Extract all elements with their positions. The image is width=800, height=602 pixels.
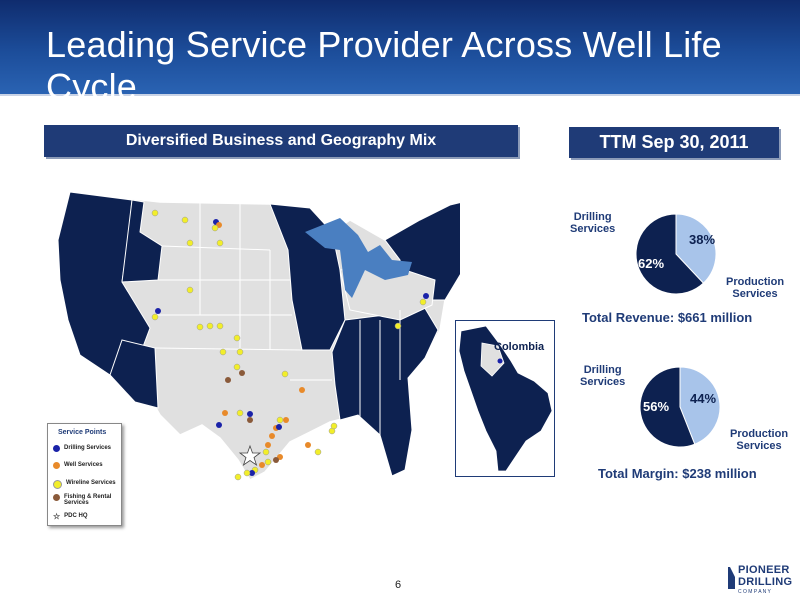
legend-item-fishing: Fishing & Rental Services bbox=[53, 494, 117, 506]
great-lakes bbox=[305, 218, 412, 298]
drilling-dot bbox=[423, 293, 429, 299]
star-icon: ☆ bbox=[53, 512, 61, 521]
wireline-dot bbox=[186, 286, 194, 294]
pie-slice-drilling-services bbox=[639, 366, 696, 448]
wireline-dot bbox=[206, 322, 214, 330]
pie-slice-production-services bbox=[679, 366, 721, 445]
company-logo: PIONEER DRILLING C O M P A N Y bbox=[728, 563, 796, 597]
wireline-dot bbox=[186, 239, 194, 247]
wireline-dot bbox=[216, 239, 224, 247]
drilling-dot bbox=[497, 358, 503, 364]
revenue-drilling-pct: 62% bbox=[638, 256, 665, 271]
wireline-dot bbox=[419, 298, 427, 306]
service-points bbox=[151, 209, 429, 481]
margin-drilling-label: Drilling Services bbox=[580, 364, 626, 388]
page-number: 6 bbox=[395, 579, 402, 591]
wireline-dot bbox=[394, 322, 402, 330]
fishing-dot bbox=[225, 377, 231, 383]
wireline-dot bbox=[281, 370, 289, 378]
wireline-dot-icon bbox=[53, 480, 62, 489]
business-mix-banner: Diversified Business and Geography Mix bbox=[44, 125, 518, 157]
pie-slice-drilling-services bbox=[635, 213, 705, 295]
revenue-pie-chart bbox=[635, 213, 717, 295]
margin-production-pct: 44% bbox=[690, 391, 717, 406]
wireline-dot bbox=[196, 323, 204, 331]
well-dot bbox=[299, 387, 305, 393]
drilling-dot bbox=[155, 308, 161, 314]
southeast-states bbox=[331, 299, 439, 477]
well-dot-icon bbox=[53, 462, 60, 469]
revenue-production-pct: 38% bbox=[689, 232, 716, 247]
drilling-dot bbox=[247, 411, 253, 417]
fishing-dot bbox=[247, 417, 253, 423]
total-revenue-label: Total Revenue: $661 million bbox=[582, 310, 753, 325]
wireline-dot bbox=[236, 409, 244, 417]
wireline-dot bbox=[151, 313, 159, 321]
wireline-dot bbox=[243, 469, 251, 477]
wireline-dot bbox=[181, 216, 189, 224]
well-dot bbox=[222, 410, 228, 416]
wireline-dot bbox=[233, 334, 241, 342]
wireline-dot bbox=[216, 322, 224, 330]
revenue-production-label: Production Services bbox=[726, 276, 785, 300]
title-bar: Leading Service Provider Across Well Lif… bbox=[0, 0, 800, 107]
map-legend: Service Points Drilling Services Well Se… bbox=[47, 423, 122, 526]
legend-item-drilling: Drilling Services bbox=[53, 445, 111, 452]
wireline-dot bbox=[233, 363, 241, 371]
fishing-dot bbox=[239, 370, 245, 376]
wireline-dot bbox=[236, 348, 244, 356]
wireline-dot bbox=[262, 448, 270, 456]
well-dot bbox=[265, 442, 271, 448]
legend-title: Service Points bbox=[58, 429, 107, 436]
fishing-dot bbox=[273, 457, 279, 463]
drilling-dot bbox=[276, 424, 282, 430]
southwest-states bbox=[109, 339, 159, 409]
drilling-dot-icon bbox=[53, 445, 60, 452]
well-dot bbox=[259, 462, 265, 468]
legend-item-hq: ☆ PDC HQ bbox=[53, 512, 88, 521]
total-margin-label: Total Margin: $238 million bbox=[598, 466, 757, 481]
pie-slice-production-services bbox=[675, 213, 717, 284]
drilling-dot bbox=[249, 470, 255, 476]
ttm-banner: TTM Sep 30, 2011 bbox=[569, 127, 779, 158]
wireline-dot bbox=[234, 473, 242, 481]
page-title: Leading Service Provider Across Well Lif… bbox=[46, 24, 722, 107]
colombia-inset: Colombia bbox=[455, 320, 555, 477]
hq-star-icon bbox=[238, 444, 262, 467]
drilling-dot bbox=[216, 422, 222, 428]
margin-pie-chart bbox=[639, 366, 721, 448]
margin-drilling-pct: 56% bbox=[643, 399, 670, 414]
wireline-dot bbox=[314, 448, 322, 456]
well-dot bbox=[269, 433, 275, 439]
legend-item-well: Well Services bbox=[53, 462, 103, 469]
wireline-dot bbox=[211, 224, 219, 232]
revenue-drilling-label: Drilling Services bbox=[570, 211, 616, 235]
south-america-map bbox=[458, 325, 553, 472]
wireline-dot bbox=[330, 422, 338, 430]
wireline-dot bbox=[264, 458, 272, 466]
colombia-label: Colombia bbox=[494, 341, 545, 353]
well-dot bbox=[283, 417, 289, 423]
state-borders bbox=[154, 202, 401, 440]
fishing-dot-icon bbox=[53, 494, 60, 501]
wireline-dot bbox=[219, 348, 227, 356]
margin-production-label: Production Services bbox=[730, 428, 789, 452]
legend-item-wireline: Wireline Services bbox=[53, 480, 116, 489]
well-dot bbox=[305, 442, 311, 448]
us-map bbox=[57, 191, 460, 481]
wireline-dot bbox=[276, 416, 284, 424]
wireline-dot bbox=[151, 209, 159, 217]
